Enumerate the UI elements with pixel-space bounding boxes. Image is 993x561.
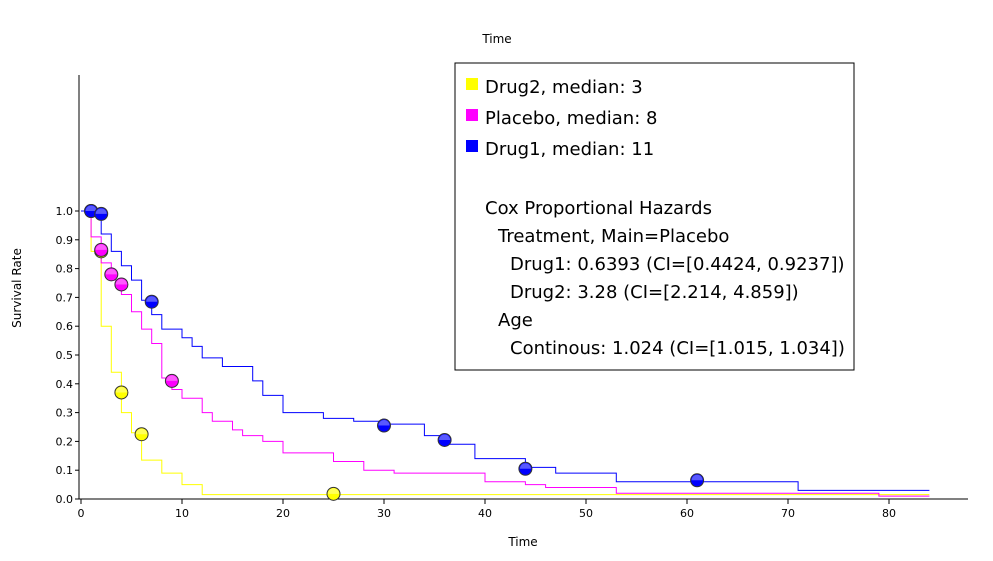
x-tick-label: 50	[579, 507, 593, 520]
x-tick-label: 10	[175, 507, 189, 520]
legend-label-drug2: Drug2, median: 3	[485, 77, 643, 98]
censor-point-highlight	[85, 205, 97, 211]
y-tick-label: 0.5	[56, 349, 74, 362]
cox-heading: Cox Proportional Hazards	[485, 198, 712, 219]
legend-swatch-placebo	[466, 109, 478, 121]
cox-line-continous: Continous: 1.024 (CI=[1.015, 1.034])	[510, 338, 845, 359]
y-tick-label: 0.6	[56, 320, 74, 333]
legend: Drug2, median: 3 Placebo, median: 8 Drug…	[454, 62, 855, 371]
censor-marks	[84, 204, 705, 501]
legend-swatch-drug2	[466, 78, 478, 90]
censor-point-highlight	[519, 463, 531, 469]
top-axis-title: Time	[481, 32, 511, 46]
censor-point-highlight	[328, 488, 339, 494]
cox-line-treatment: Treatment, Main=Placebo	[497, 226, 729, 247]
censor-point-drug2	[134, 427, 149, 442]
censor-point-placebo	[94, 242, 109, 257]
legend-swatch-drug1	[466, 140, 478, 152]
x-axis-title: Time	[507, 535, 537, 549]
censor-point-drug2	[114, 385, 129, 400]
legend-label-drug1: Drug1, median: 11	[485, 139, 654, 160]
y-ticks: 0.0 0.1 0.2 0.3 0.4 0.5 0.6 0.7 0.8 0.9 1.0	[56, 205, 79, 506]
y-tick-label: 0.7	[56, 291, 74, 304]
censor-point-drug2	[326, 486, 341, 501]
cox-line-drug2: Drug2: 3.28 (CI=[2.214, 4.859])	[510, 282, 799, 303]
censor-point-drug1	[94, 206, 109, 221]
series-line-drug2	[81, 210, 930, 496]
censor-point-highlight	[95, 244, 107, 250]
legend-box	[454, 62, 855, 371]
censor-point-highlight	[115, 278, 127, 285]
cox-line-age: Age	[498, 310, 533, 331]
y-tick-label: 0.8	[56, 263, 74, 276]
legend-label-placebo: Placebo, median: 8	[485, 108, 657, 129]
censor-point-highlight	[95, 208, 107, 214]
censor-point-placebo	[164, 373, 179, 388]
series-line-drug1	[81, 210, 930, 491]
censor-point-drug1	[518, 461, 533, 476]
x-tick-label: 60	[680, 507, 694, 520]
censor-point-highlight	[146, 296, 158, 302]
censor-point-highlight	[378, 420, 390, 426]
y-tick-label: 0.2	[56, 435, 74, 448]
y-axis-title: Survival Rate	[10, 248, 24, 328]
x-tick-label: 70	[781, 507, 795, 520]
censor-point-highlight	[166, 375, 178, 381]
censor-point-highlight	[105, 268, 117, 275]
censor-point-highlight	[115, 386, 127, 393]
censor-point-drug1	[377, 418, 391, 433]
censor-point-highlight	[136, 428, 148, 435]
y-tick-label: 0.9	[56, 234, 74, 247]
series-line-placebo	[81, 210, 930, 497]
censor-point-placebo	[104, 267, 119, 282]
y-tick-label: 0.1	[56, 464, 74, 477]
x-tick-label: 0	[78, 507, 85, 520]
series-lines	[81, 210, 930, 497]
censor-point-drug1	[144, 294, 159, 309]
y-tick-label: 1.0	[56, 205, 74, 218]
censor-point-drug1	[437, 432, 452, 447]
x-tick-label: 80	[882, 507, 896, 520]
cox-line-drug1: Drug1: 0.6393 (CI=[0.4424, 0.9237])	[510, 254, 845, 275]
censor-point-highlight	[691, 474, 703, 481]
censor-point-placebo	[114, 277, 129, 292]
x-tick-label: 30	[377, 507, 391, 520]
x-tick-label: 20	[276, 507, 290, 520]
y-tick-label: 0.3	[56, 407, 74, 420]
x-ticks: 0 10 20 30 40 50 60 70 80	[78, 499, 896, 520]
x-tick-label: 40	[478, 507, 492, 520]
censor-point-highlight	[439, 434, 451, 440]
y-tick-label: 0.0	[56, 493, 74, 506]
censor-point-drug1	[690, 473, 705, 488]
y-tick-label: 0.4	[56, 378, 74, 391]
